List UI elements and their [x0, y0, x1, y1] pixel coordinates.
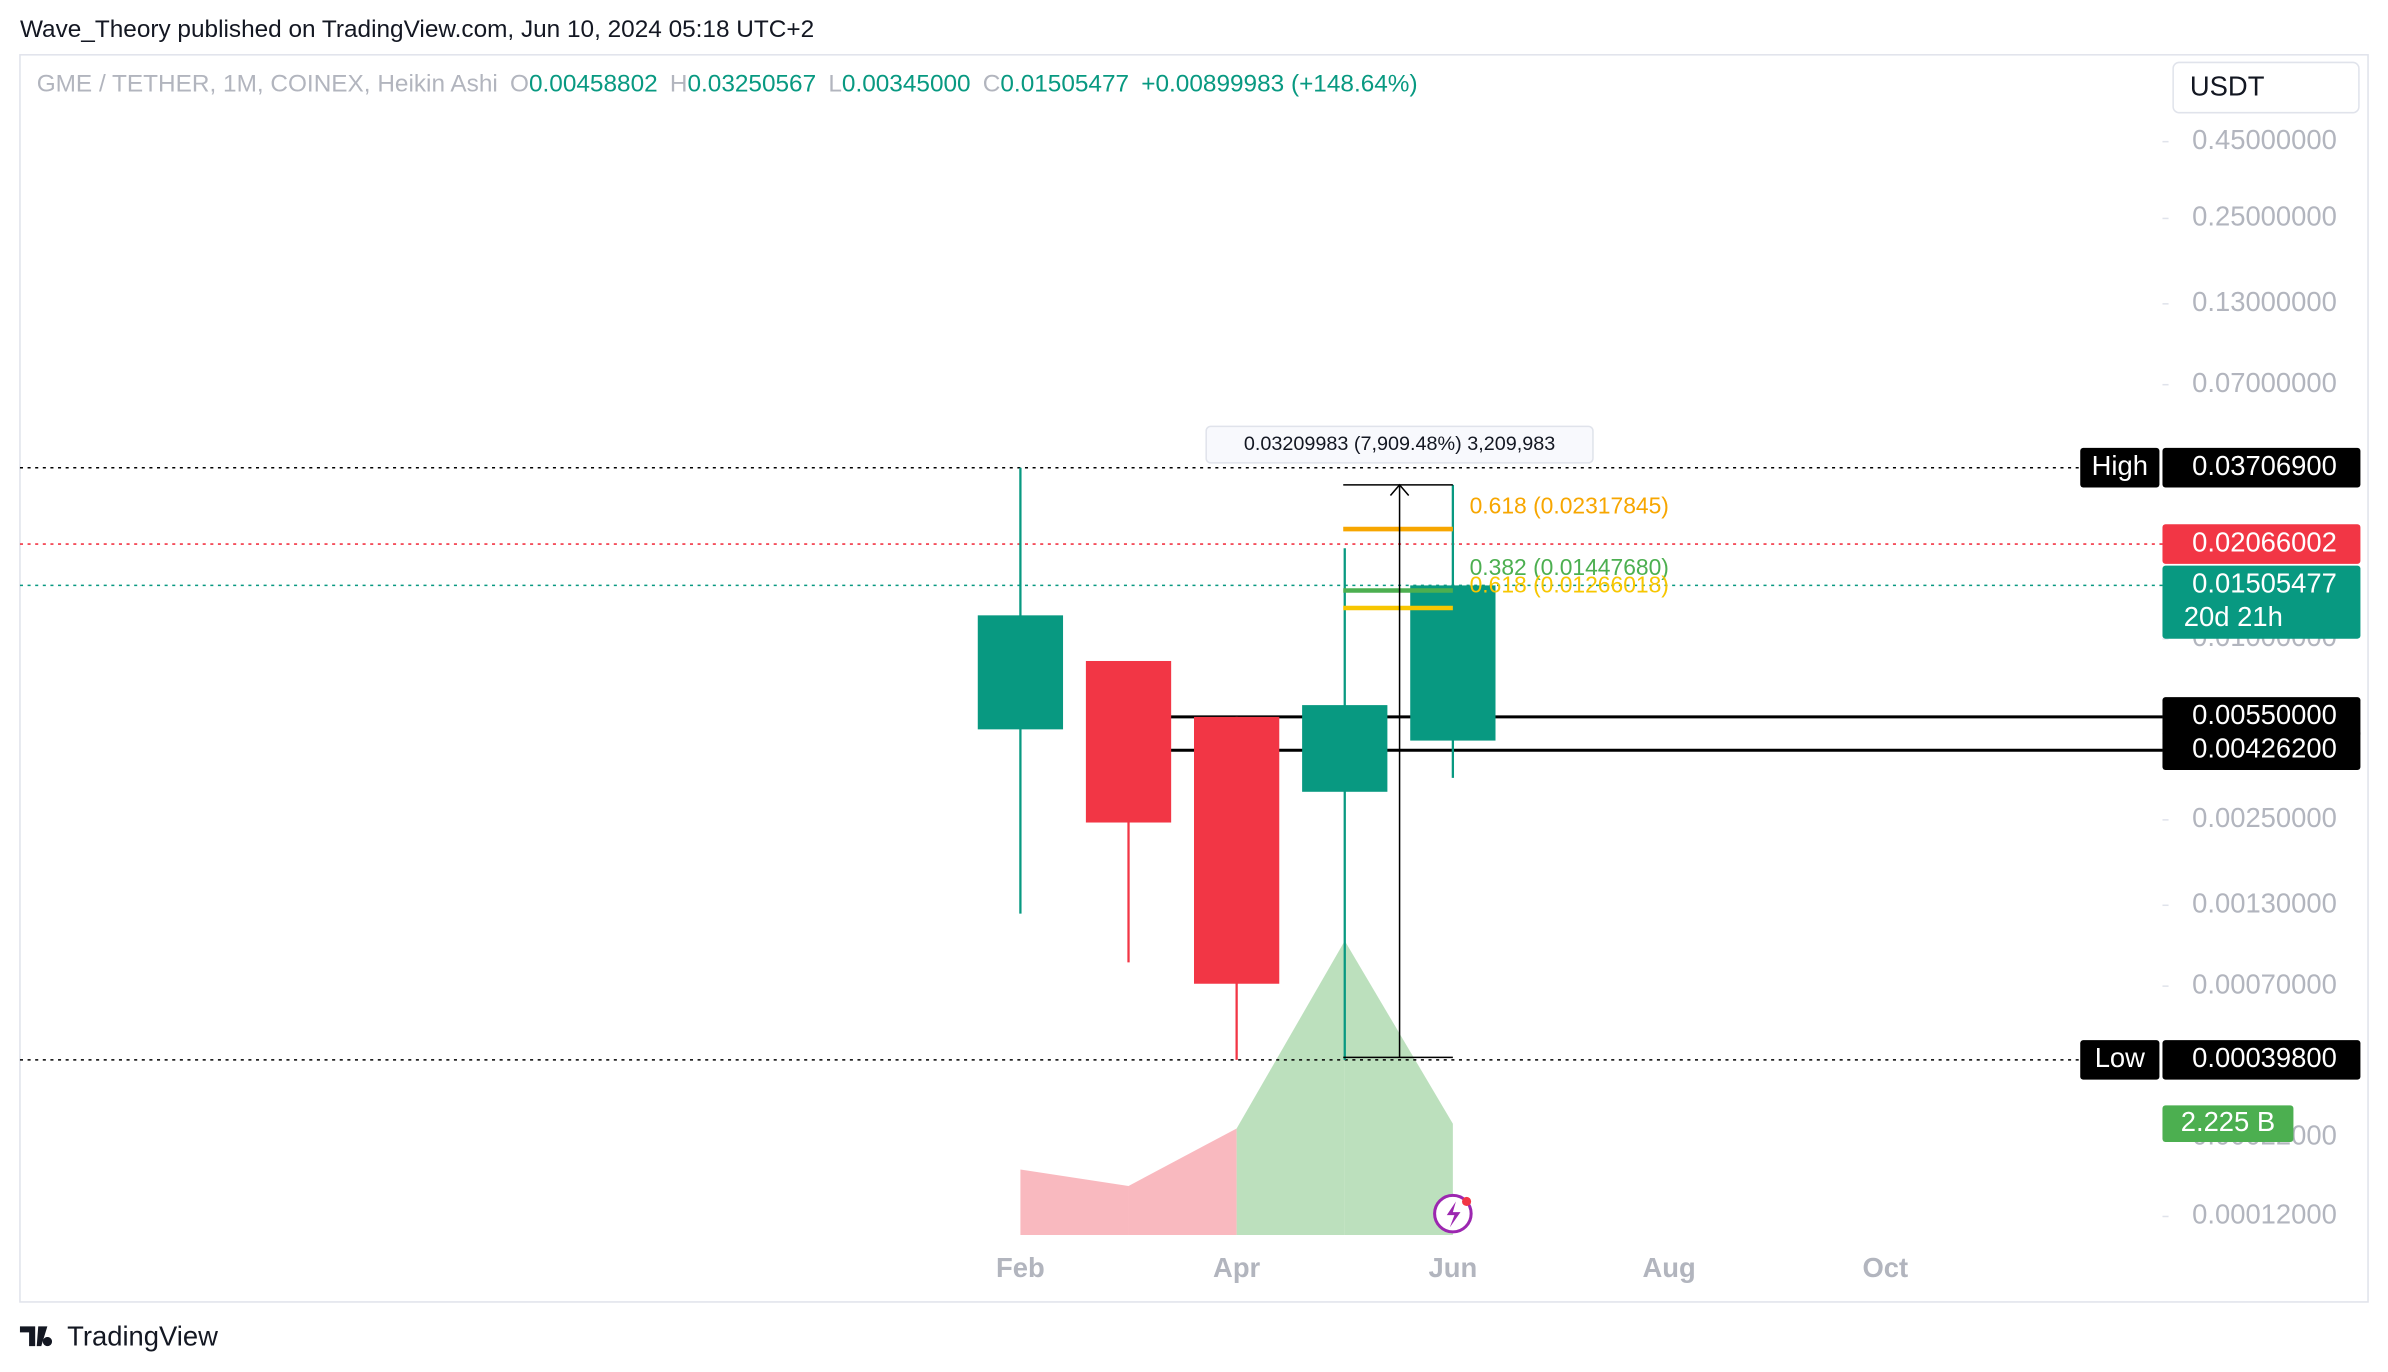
currency-button[interactable] — [2172, 61, 2360, 114]
candle-body — [1194, 716, 1280, 984]
currency[interactable]: USDT — [2190, 71, 2265, 102]
price-label: 0.02066002 — [2192, 526, 2337, 557]
y-tick-label: 0.13000000 — [2192, 286, 2337, 317]
y-tick-label: 0.25000000 — [2192, 201, 2337, 232]
price-label-box — [2162, 1040, 2361, 1080]
alert-icon-bolt — [1446, 1201, 1461, 1228]
legend-key: H — [670, 71, 688, 98]
logo-mark — [19, 1326, 53, 1347]
volume-label-box — [2162, 1105, 2294, 1142]
legend-value: 0.01505477 — [1000, 71, 1129, 98]
price-label-box — [2162, 447, 2361, 488]
fib-label: 0.618 (0.02317845) — [1470, 493, 1669, 519]
candle-body — [1302, 705, 1388, 792]
publish-header: Wave_Theory published on TradingView.com… — [20, 16, 814, 43]
x-tick-label: Jun — [1429, 1252, 1478, 1283]
price-tag-box — [2080, 447, 2160, 488]
legend-value: 0.00345000 — [842, 71, 971, 98]
y-tick-label: 0.00130000 — [2192, 888, 2337, 919]
price-label-box — [2162, 697, 2361, 737]
x-tick-label: Oct — [1862, 1252, 1908, 1283]
fib-label: 0.382 (0.01447680) — [1470, 554, 1669, 580]
volume-label: 2.225 B — [2181, 1106, 2275, 1137]
price-tag: Low — [2095, 1042, 2145, 1073]
candle-body — [977, 615, 1064, 730]
x-tick-label: Aug — [1642, 1252, 1695, 1283]
candle-body — [1410, 585, 1496, 741]
measure-label-box — [1205, 425, 1594, 464]
legend-symbol: GME / TETHER, 1M, COINEX, Heikin Ashi — [37, 71, 498, 98]
price-label-box — [2162, 730, 2361, 771]
volume-area — [1236, 940, 1345, 1235]
x-tick-label: Feb — [996, 1252, 1045, 1283]
volume-area — [1020, 1169, 1129, 1235]
y-tick-label: 0.07000000 — [2192, 367, 2337, 398]
legend-key: L — [828, 71, 842, 98]
legend-value: 0.00458802 — [529, 71, 658, 98]
candle-body — [1085, 660, 1172, 823]
x-tick-label: Apr — [1213, 1252, 1261, 1283]
price-label: 0.01505477 — [2192, 568, 2337, 599]
fib-label: 0.618 (0.01266018) — [1470, 572, 1669, 598]
brand: TradingView — [67, 1321, 218, 1352]
price-label: 0.00550000 — [2192, 699, 2337, 730]
volume-area — [1344, 940, 1453, 1235]
volume-area — [1128, 1128, 1237, 1235]
price-label: 0.00426200 — [2192, 732, 2337, 763]
price-label-box — [2162, 524, 2361, 564]
plot: GME / TETHER, 1M, COINEX, Heikin Ashi O0.… — [19, 71, 2361, 1283]
chart-frame — [19, 54, 2369, 1303]
y-tick-label: 0.45000000 — [2192, 124, 2337, 155]
legend-change: +0.00899983 (+148.64%) — [1141, 71, 1417, 98]
y-tick-label: 0.00250000 — [2192, 802, 2337, 833]
countdown: 20d 21h — [2184, 601, 2283, 632]
price-tag: High — [2092, 450, 2148, 481]
legend-value: 0.03250567 — [687, 71, 816, 98]
y-tick-label: 0.00012000 — [2192, 1199, 2337, 1230]
price-tag-box — [2080, 1040, 2160, 1080]
y-tick-label: 0.00070000 — [2192, 968, 2337, 999]
legend-key: O — [510, 71, 529, 98]
measure-arrow — [1389, 483, 1410, 497]
logo — [19, 1326, 53, 1347]
price-label: 0.00039800 — [2192, 1042, 2337, 1073]
legend-key: C — [983, 71, 1001, 98]
price-label-box — [2162, 565, 2361, 639]
legend: GME / TETHER, 1M, COINEX, Heikin Ashi O0.… — [37, 71, 1418, 98]
price-label: 0.03706900 — [2192, 450, 2337, 481]
alert-icon-dot — [1462, 1196, 1472, 1207]
measure-label: 0.03209983 (7,909.48%) 3,209,983 — [1244, 433, 1555, 455]
